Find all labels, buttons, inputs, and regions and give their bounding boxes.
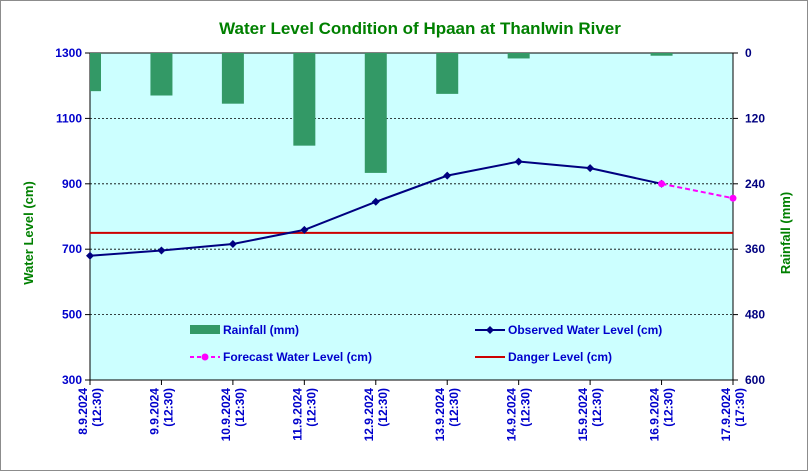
observed-point bbox=[228, 239, 237, 248]
legend-marker-observed bbox=[486, 326, 494, 334]
observed-point bbox=[514, 157, 523, 166]
legend-item-observed: Observed Water Level (cm) bbox=[475, 323, 662, 337]
x-tick-label-date: 14.9.2024 bbox=[505, 388, 519, 442]
legend-marker-forecast bbox=[201, 353, 209, 361]
x-tick-label-time: (12:30) bbox=[662, 388, 676, 427]
right-axis-label: Rainfall (mm) bbox=[778, 192, 793, 274]
left-tick-label: 300 bbox=[62, 373, 82, 387]
forecast-water-level-series bbox=[658, 180, 737, 202]
left-tick-label: 1100 bbox=[56, 111, 82, 125]
x-tick-label-date: 17.9.2024 bbox=[719, 388, 733, 442]
left-tick-label: 1300 bbox=[55, 46, 82, 60]
x-tick-label-date: 8.9.2024 bbox=[76, 388, 90, 435]
observed-point bbox=[157, 246, 166, 255]
x-tick-label-time: (12:30) bbox=[233, 388, 247, 427]
x-axis-ticks: 8.9.2024 (12:30) 9.9.2024 (12:30) 10.9.2024(… bbox=[76, 380, 747, 441]
x-tick-label-time: (12:30) bbox=[590, 388, 604, 427]
rainfall-bar bbox=[150, 53, 173, 96]
x-tick-label-time: (12:30) bbox=[161, 388, 175, 427]
legend: Rainfall (mm) Observed Water Level (cm) … bbox=[190, 323, 662, 364]
left-axis-ticks: 300 500 700 900 1100 1300 bbox=[55, 46, 90, 387]
observed-water-level-series bbox=[86, 157, 666, 260]
x-tick-label-time: (12:30) bbox=[447, 388, 461, 427]
rainfall-bar bbox=[507, 53, 530, 59]
right-tick-label: 0 bbox=[745, 46, 752, 60]
x-tick-label-time: (12:30) bbox=[90, 388, 104, 427]
x-tick-label-date: 9.9.2024 bbox=[147, 388, 161, 435]
x-tick-label-time: (12:30) bbox=[376, 388, 390, 427]
right-tick-label: 360 bbox=[745, 242, 765, 256]
legend-item-forecast: Forecast Water Level (cm) bbox=[190, 350, 372, 364]
x-tick-label-time: (17:30) bbox=[733, 388, 747, 427]
x-tick-label-time: (12:30) bbox=[519, 388, 533, 427]
rainfall-bar bbox=[436, 53, 459, 94]
legend-label-forecast: Forecast Water Level (cm) bbox=[223, 350, 372, 364]
legend-label-observed: Observed Water Level (cm) bbox=[508, 323, 662, 337]
x-tick-label-date: 10.9.2024 bbox=[219, 388, 233, 442]
legend-item-danger: Danger Level (cm) bbox=[475, 350, 612, 364]
grid-lines bbox=[90, 52, 733, 316]
x-tick-label-date: 13.9.2024 bbox=[433, 388, 447, 442]
x-tick-label-date: 12.9.2024 bbox=[362, 388, 376, 442]
legend-label-danger: Danger Level (cm) bbox=[508, 350, 612, 364]
legend-item-rainfall: Rainfall (mm) bbox=[190, 323, 299, 337]
forecast-line-path bbox=[661, 182, 734, 200]
legend-label-rainfall: Rainfall (mm) bbox=[223, 323, 299, 337]
rainfall-bar bbox=[364, 53, 387, 173]
observed-point bbox=[443, 171, 452, 180]
x-tick-label-time: (12:30) bbox=[304, 388, 318, 427]
rainfall-bars bbox=[90, 53, 673, 173]
right-axis-ticks: 0 120 240 360 480 600 bbox=[733, 46, 765, 387]
observed-point bbox=[586, 164, 595, 173]
left-tick-label: 900 bbox=[62, 177, 82, 191]
forecast-point bbox=[658, 180, 666, 188]
right-tick-label: 120 bbox=[745, 111, 765, 125]
left-tick-label: 700 bbox=[62, 242, 82, 256]
legend-swatch-rainfall bbox=[190, 325, 220, 334]
observed-point bbox=[86, 251, 94, 260]
chart-title: Water Level Condition of Hpaan at Thanlw… bbox=[219, 19, 621, 38]
x-tick-label-date: 16.9.2024 bbox=[648, 388, 662, 442]
left-axis-label: Water Level (cm) bbox=[21, 181, 36, 285]
right-tick-label: 600 bbox=[745, 373, 765, 387]
x-tick-label-date: 11.9.2024 bbox=[290, 388, 304, 441]
rainfall-bar bbox=[221, 53, 244, 104]
rainfall-bar bbox=[90, 53, 101, 92]
right-tick-label: 480 bbox=[745, 308, 765, 322]
rainfall-bar bbox=[650, 53, 673, 56]
forecast-point bbox=[729, 194, 737, 202]
rainfall-bar bbox=[293, 53, 316, 146]
left-tick-label: 500 bbox=[62, 308, 82, 322]
right-tick-label: 240 bbox=[745, 177, 765, 191]
x-tick-label-date: 15.9.2024 bbox=[576, 388, 590, 442]
observed-point bbox=[371, 197, 380, 206]
observed-point bbox=[300, 225, 309, 234]
